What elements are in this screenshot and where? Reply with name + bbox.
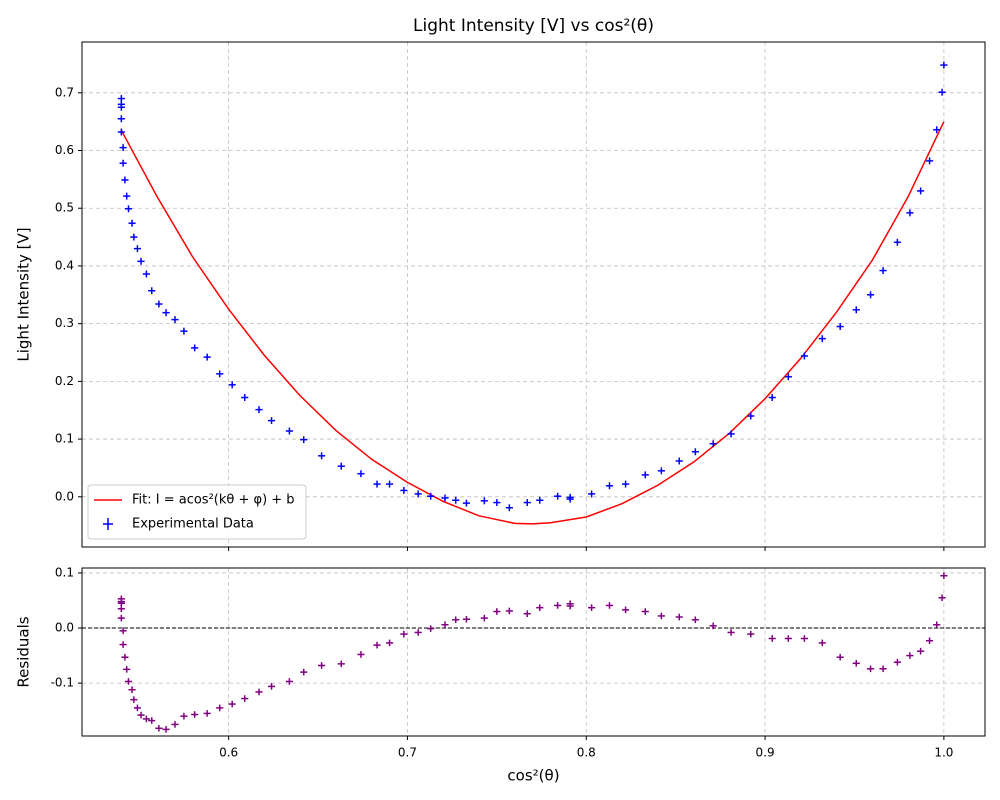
- legend-box: [87, 484, 307, 540]
- x-tick-label: 0.7: [398, 746, 417, 760]
- legend-label: Experimental Data: [132, 517, 254, 532]
- x-tick-label: 1.0: [934, 746, 953, 760]
- axes-frame: [81, 41, 986, 548]
- y-tick-label: 0.2: [55, 374, 74, 388]
- fit-line: [120, 121, 945, 525]
- y-tick-label: 0.0: [55, 489, 74, 503]
- y-axis-label: Residuals: [15, 616, 33, 687]
- x-axis-label: cos²(θ): [507, 767, 559, 785]
- y-tick-label: 0.6: [55, 143, 74, 157]
- x-tick-label: 0.6: [219, 746, 238, 760]
- legend-label: Fit: I = acos²(kθ + φ) + b: [132, 493, 295, 508]
- y-tick-label: 0.1: [55, 565, 74, 579]
- y-tick-label: 0.3: [55, 316, 74, 330]
- y-tick-label: 0.0: [55, 621, 74, 635]
- y-tick-label: 0.1: [55, 432, 74, 446]
- x-tick-label: 0.8: [577, 746, 596, 760]
- y-tick-label: -0.1: [51, 676, 74, 690]
- y-tick-label: 0.5: [55, 201, 74, 215]
- chart-title: Light Intensity [V] vs cos²(θ): [413, 16, 654, 36]
- x-tick-label: 0.9: [756, 746, 775, 760]
- axes-frame: [81, 567, 986, 737]
- y-tick-label: 0.7: [55, 85, 74, 99]
- y-axis-label: Light Intensity [V]: [15, 227, 33, 361]
- y-tick-label: 0.4: [55, 258, 74, 272]
